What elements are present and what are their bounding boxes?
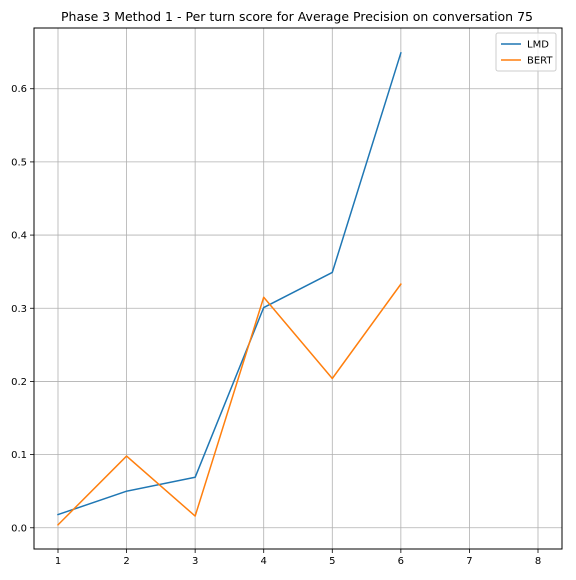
- legend-label-bert: BERT: [527, 56, 553, 67]
- plot-area-frame: [33, 27, 563, 550]
- chart-title: Phase 3 Method 1 - Per turn score for Av…: [61, 9, 533, 24]
- y-tick-label: 0.1: [11, 450, 27, 461]
- legend-label-lmd: LMD: [527, 40, 549, 51]
- x-tick-label: 6: [398, 556, 404, 567]
- y-tick-label: 0.0: [11, 523, 27, 534]
- legend: LMD BERT: [495, 32, 557, 72]
- grid: [34, 28, 562, 549]
- y-tick-label: 0.3: [11, 304, 27, 315]
- x-tick-label: 1: [55, 556, 61, 567]
- y-tick-label: 0.5: [11, 157, 27, 168]
- x-tick-label: 2: [123, 556, 129, 567]
- axes: 1 2 3 4 5 6 7 8 0.0 0.1 0.2 0.3 0.4 0.5 0.6: [11, 84, 541, 567]
- x-tick-label: 3: [192, 556, 198, 567]
- series-line-lmd: [57, 51, 402, 516]
- legend-box: [495, 32, 557, 72]
- series-layer: [56, 51, 402, 526]
- x-tick-label: 8: [535, 556, 541, 567]
- x-tick-label: 7: [466, 556, 472, 567]
- series-line-bert: [56, 283, 402, 526]
- x-tick-label: 4: [261, 556, 267, 567]
- y-tick-label: 0.2: [11, 377, 27, 388]
- y-tick-label: 0.6: [11, 84, 27, 95]
- y-tick-label: 0.4: [11, 231, 27, 242]
- x-tick-label: 5: [329, 556, 335, 567]
